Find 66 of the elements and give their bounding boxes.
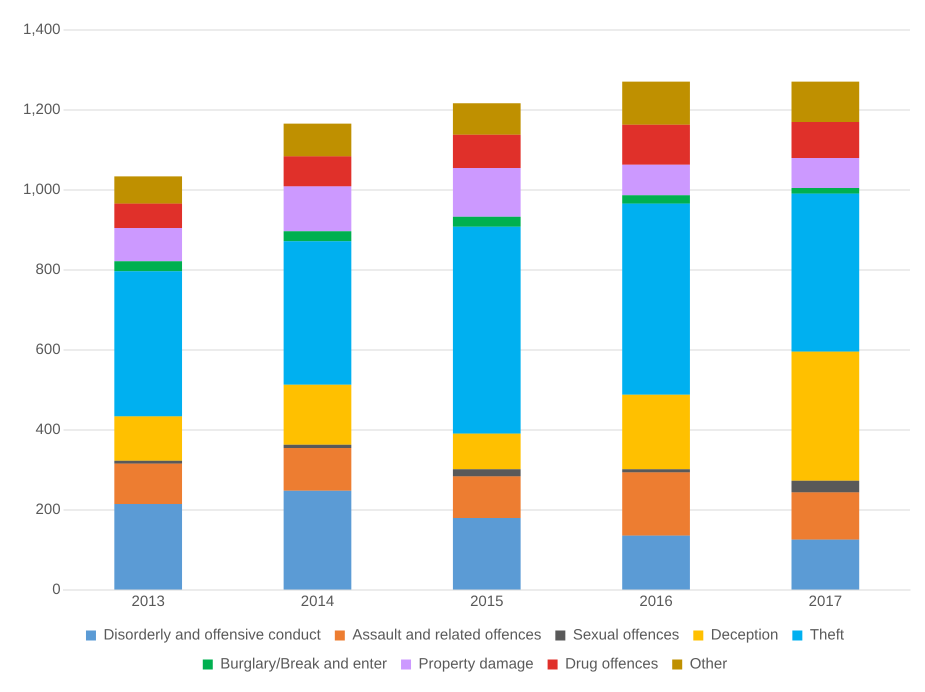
x-tick-label: 2014 bbox=[300, 593, 334, 610]
y-tick-label: 0 bbox=[52, 581, 61, 598]
legend-label: Deception bbox=[710, 626, 778, 644]
legend-label: Burglary/Break and enter bbox=[220, 656, 388, 673]
bar bbox=[114, 261, 182, 272]
bar bbox=[452, 434, 521, 470]
bar bbox=[284, 231, 352, 242]
bar bbox=[791, 194, 860, 352]
bar bbox=[622, 124, 690, 165]
legend-label: Disorderly and offensive conduct bbox=[103, 626, 322, 644]
legend-label: Theft bbox=[810, 626, 845, 644]
legend-label: Assault and related offences bbox=[352, 626, 542, 644]
x-tick-label: 2016 bbox=[639, 593, 673, 610]
bar bbox=[284, 186, 352, 232]
bar bbox=[452, 476, 521, 518]
bar bbox=[114, 271, 182, 416]
bar bbox=[114, 416, 182, 461]
bar bbox=[284, 448, 352, 491]
bar bbox=[791, 352, 860, 481]
bar bbox=[114, 204, 182, 228]
bar bbox=[284, 124, 352, 156]
bar bbox=[622, 469, 690, 472]
bar bbox=[284, 490, 352, 590]
y-tick-label: 1,200 bbox=[22, 101, 61, 118]
bar bbox=[791, 480, 860, 492]
bar bbox=[284, 444, 352, 448]
bar bbox=[284, 156, 352, 186]
bar bbox=[114, 176, 182, 204]
y-tick-label: 800 bbox=[36, 261, 61, 278]
y-tick-label: 200 bbox=[36, 501, 61, 518]
bar bbox=[452, 134, 521, 168]
x-tick-label: 2013 bbox=[131, 593, 165, 610]
bar bbox=[622, 394, 690, 470]
bar bbox=[791, 158, 860, 188]
bar bbox=[622, 164, 690, 196]
bar bbox=[114, 228, 182, 262]
bar bbox=[622, 195, 690, 204]
bar bbox=[622, 204, 690, 395]
legend-label: Other bbox=[690, 656, 728, 673]
bar bbox=[452, 226, 521, 434]
bar bbox=[791, 492, 860, 540]
bar bbox=[452, 103, 521, 135]
x-tick-label: 2017 bbox=[808, 593, 842, 610]
bar bbox=[452, 518, 521, 590]
bar bbox=[284, 384, 352, 445]
bar bbox=[791, 188, 860, 194]
legend-label: Sexual offences bbox=[572, 626, 680, 644]
legend-label: Property damage bbox=[418, 656, 534, 673]
y-tick-label: 600 bbox=[36, 341, 61, 358]
legend-label: Drug offences bbox=[565, 656, 658, 673]
bar bbox=[622, 472, 690, 536]
bar bbox=[114, 504, 182, 590]
bar bbox=[452, 168, 521, 217]
bar bbox=[452, 216, 521, 227]
bar bbox=[791, 82, 860, 122]
bar bbox=[622, 536, 690, 590]
x-tick-label: 2015 bbox=[470, 593, 504, 610]
bar bbox=[622, 82, 690, 125]
bar bbox=[791, 540, 860, 590]
bar bbox=[791, 122, 860, 158]
y-tick-label: 1,400 bbox=[22, 21, 61, 38]
y-tick-label: 400 bbox=[36, 421, 61, 438]
bar bbox=[452, 469, 521, 476]
bar bbox=[284, 241, 352, 385]
y-tick-label: 1,000 bbox=[22, 181, 61, 198]
bar bbox=[114, 464, 182, 504]
